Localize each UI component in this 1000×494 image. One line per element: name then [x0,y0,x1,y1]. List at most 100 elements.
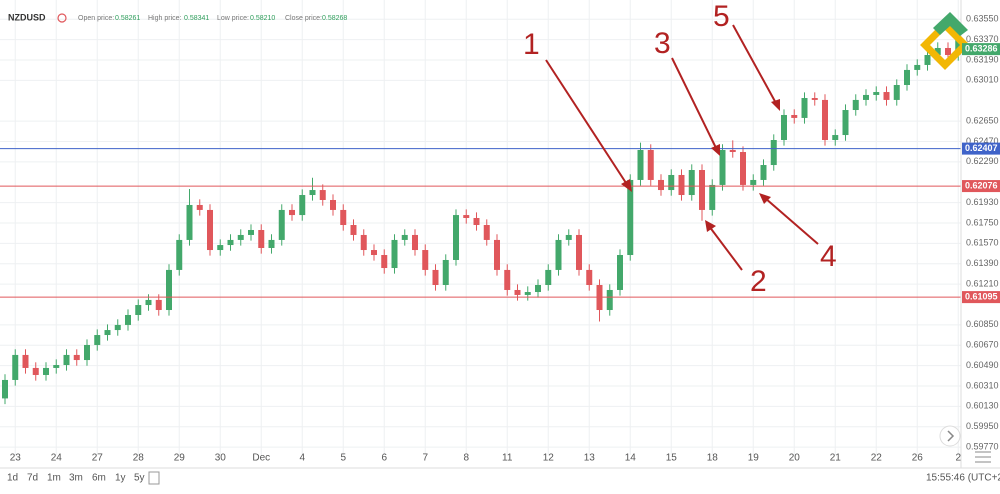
open-value: 0.58261 [115,15,140,22]
level-tag [962,142,1000,155]
x-tick-label: 22 [871,453,883,464]
scroll-icon [947,430,955,442]
candle-body [883,92,890,100]
annotation: 3 [654,27,671,60]
candle-body [432,269,439,285]
range-button[interactable]: 1d [7,473,18,484]
candle-body [330,199,336,210]
y-tick-label: 0.59770 [966,441,999,451]
settings-icon[interactable] [975,451,991,463]
arrowhead [705,220,716,232]
candle-body [278,209,285,240]
clock-icon [57,13,67,23]
candle-body [2,379,8,399]
y-tick-label: 0.61930 [966,197,999,207]
candle-body [453,215,459,260]
candle-body [914,64,921,70]
y-tick-label: 0.59950 [966,421,999,431]
x-tick-label: 4 [299,453,305,464]
candle-body [514,289,521,295]
candle-body [196,204,203,210]
candle-body [217,245,224,251]
arrow [732,24,778,106]
candle-body [73,354,80,361]
annotation: 1 [523,28,540,61]
candle-body [299,195,306,216]
candle-body [63,354,70,366]
y-tick-label: 0.63370 [966,34,999,44]
candle-body [422,250,429,270]
x-tick-label: 7 [422,453,428,464]
candle-body [576,234,582,270]
x-tick-label: Dec [252,453,270,464]
candle-body [924,55,931,65]
range-button[interactable]: 6m [92,473,106,484]
x-tick-label: 14 [625,453,637,464]
annotations: 1 2 3 4 5 [523,0,837,298]
arrow [764,197,819,245]
candle-body [627,179,634,256]
y-axis-panel [961,0,1000,468]
candle-body [145,299,152,306]
candle-body [873,92,880,95]
x-tick-label: 30 [215,453,227,464]
candle-body [12,354,19,380]
open-label: Open price: [78,15,114,22]
last-price-tag [962,43,1000,56]
candle-body [412,234,418,251]
range-button[interactable]: 7d [27,473,38,484]
y-tick-label: 0.61210 [966,278,999,288]
level-tag [962,291,1000,304]
candle-body [729,149,736,153]
range-button[interactable]: 1y [115,473,126,484]
x-tick-label: 6 [381,453,387,464]
plot [0,34,962,405]
x-tick-label: 15 [666,453,678,464]
range-button[interactable]: 5y [134,473,145,484]
candle-body [463,215,470,218]
candle-body [135,305,142,315]
clock: 15:55:46 (UTC+2) [926,473,1000,484]
candle-body [770,140,777,166]
candle-body [94,335,101,345]
candle-body [207,209,213,251]
x-tick-label: 27 [92,453,104,464]
candle-body [760,165,767,180]
x-tick-label: 18 [707,453,719,464]
candle-body [535,284,541,293]
arrowhead [771,99,780,111]
toolbar: 15:55:46 (UTC+2) 1d 7d 1m 3m 6m 1y 5y [7,471,1000,485]
calendar-icon[interactable] [148,471,160,485]
x-tick-label: 21 [830,453,842,464]
candle-body [668,174,675,191]
x-tick-label: 24 [51,453,63,464]
y-tick-label: 0.60310 [966,380,999,390]
candle-body [43,367,49,375]
close-value: 0.58268 [322,15,347,22]
y-tick-label: 0.61570 [966,238,999,248]
candle-body [483,225,490,240]
candle-body [617,255,623,290]
y-axis: 0.63550 0.63370 0.63190 0.63010 0.62650 0.624… [966,14,999,452]
candle-body [945,47,951,56]
candle-body [186,204,193,240]
candle-body [473,217,480,226]
candle-body [893,85,900,100]
candle-body [125,314,131,325]
candle-body [309,190,316,196]
x-tick-label: 26 [912,453,924,464]
candle-body [555,239,562,270]
candle-body [289,209,295,216]
scroll-button[interactable] [939,425,961,447]
high-value: 0.58341 [184,15,209,22]
x-tick-label: 23 [10,453,22,464]
x-tick-label: 13 [584,453,596,464]
range-button[interactable]: 3m [69,473,83,484]
candle-body [32,367,39,375]
candle-body [360,234,367,251]
x-tick-label: 8 [463,453,469,464]
range-button[interactable]: 1m [47,473,61,484]
symbol: NZDUSD [8,12,46,22]
level-label: 0.62407 [965,143,998,153]
